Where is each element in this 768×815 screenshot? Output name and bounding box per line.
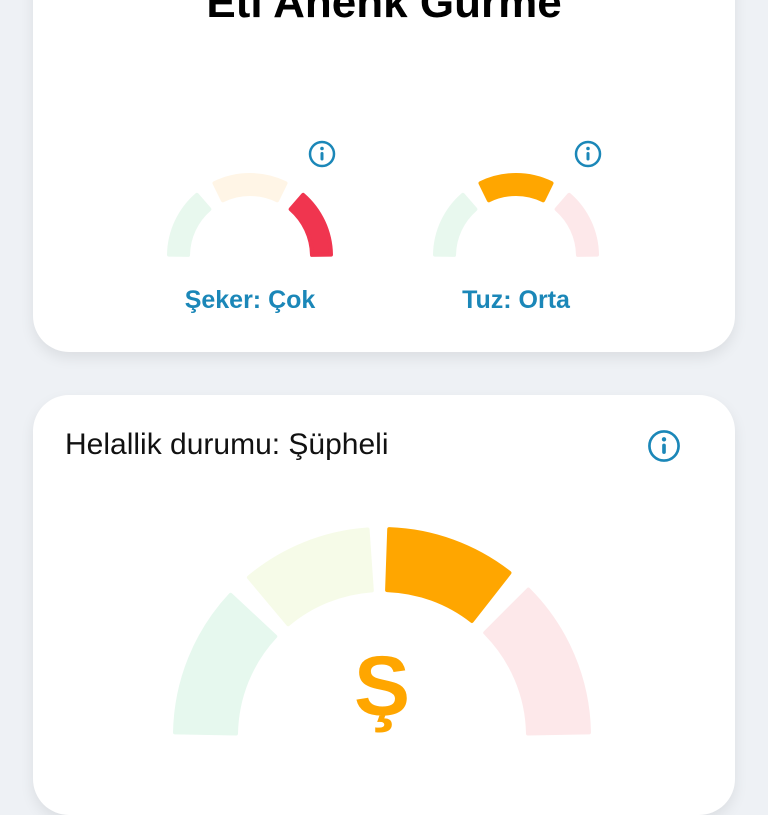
salt-label: Tuz: Orta xyxy=(462,286,570,314)
gauges xyxy=(167,173,599,257)
salt-info-icon[interactable] xyxy=(574,140,602,168)
halal-gauge-segment-2 xyxy=(385,527,512,623)
halal-gauge-segment-1 xyxy=(246,527,374,627)
product-title: Eti Ahenk Gurme xyxy=(206,0,562,27)
sugar-gauge-segment-1 xyxy=(212,173,288,203)
salt-gauge-segment-2 xyxy=(554,192,599,257)
halal-info-icon[interactable] xyxy=(647,429,681,463)
sugar-gauge-segment-0 xyxy=(167,192,212,257)
salt-gauge-segment-1 xyxy=(478,173,554,203)
product-card xyxy=(33,0,735,352)
sugar-info-icon[interactable] xyxy=(308,140,336,168)
halal-symbol: Ş xyxy=(354,639,410,733)
halal-card xyxy=(33,395,735,815)
halal-gauge: Ş xyxy=(173,527,591,736)
halal-gauge-segment-3 xyxy=(483,587,591,736)
sugar-gauge xyxy=(167,173,333,257)
salt-gauge-segment-0 xyxy=(433,192,478,257)
sugar-gauge-segment-2 xyxy=(288,192,333,257)
halal-gauge-segment-0 xyxy=(173,592,278,736)
halal-status-heading: Helallik durumu: Şüpheli xyxy=(65,428,389,461)
sugar-label: Şeker: Çok xyxy=(184,286,316,314)
salt-gauge xyxy=(433,173,599,257)
